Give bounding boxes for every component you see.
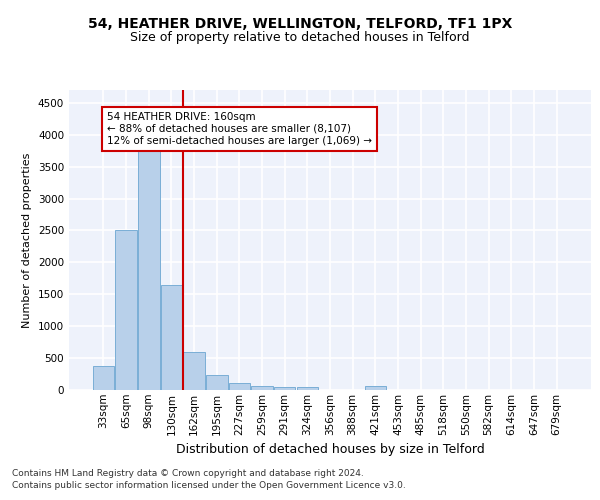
Text: 54 HEATHER DRIVE: 160sqm
← 88% of detached houses are smaller (8,107)
12% of sem: 54 HEATHER DRIVE: 160sqm ← 88% of detach… — [107, 112, 372, 146]
Y-axis label: Number of detached properties: Number of detached properties — [22, 152, 32, 328]
Text: Contains HM Land Registry data © Crown copyright and database right 2024.: Contains HM Land Registry data © Crown c… — [12, 468, 364, 477]
Bar — [138, 150, 160, 390]
Text: 54, HEATHER DRIVE, WELLINGTON, TELFORD, TF1 1PX: 54, HEATHER DRIVE, WELLINGTON, TELFORD, … — [88, 18, 512, 32]
Bar — [229, 383, 250, 390]
Bar — [206, 374, 227, 390]
Bar — [251, 386, 273, 390]
Bar — [365, 386, 386, 390]
X-axis label: Distribution of detached houses by size in Telford: Distribution of detached houses by size … — [176, 443, 484, 456]
Bar — [274, 387, 295, 390]
Text: Size of property relative to detached houses in Telford: Size of property relative to detached ho… — [130, 31, 470, 44]
Bar — [184, 352, 205, 390]
Bar — [161, 286, 182, 390]
Text: Contains public sector information licensed under the Open Government Licence v3: Contains public sector information licen… — [12, 481, 406, 490]
Bar — [296, 388, 318, 390]
Bar — [115, 230, 137, 390]
Bar — [93, 366, 114, 390]
